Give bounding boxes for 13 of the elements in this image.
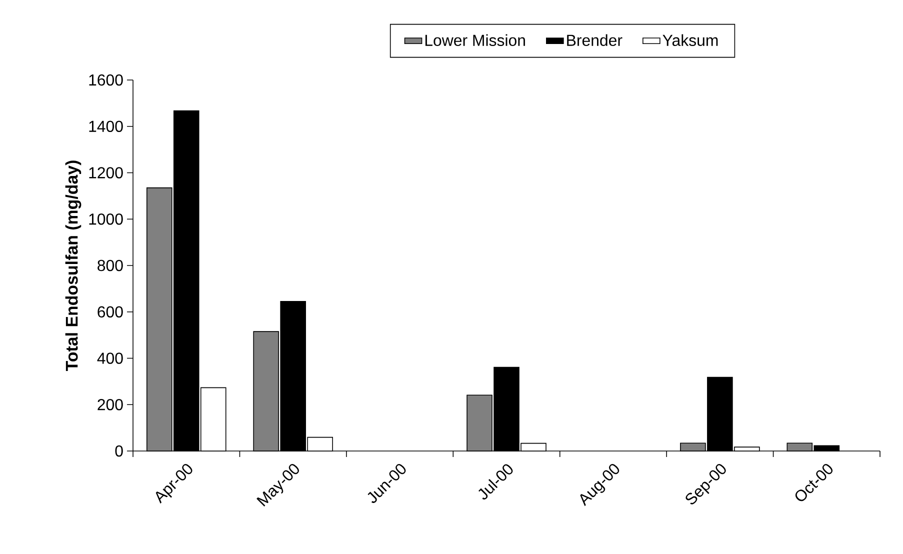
y-tick-label: 0 bbox=[115, 445, 123, 457]
y-tick-label: 200 bbox=[98, 398, 123, 410]
y-tick-label: 1000 bbox=[89, 213, 123, 225]
legend-label: Lower Mission bbox=[425, 34, 525, 46]
legend-label: Brender bbox=[567, 34, 622, 46]
y-tick-label: 1400 bbox=[89, 120, 123, 132]
y-axis-title: Total Endosulfan (mg/day) bbox=[65, 160, 82, 371]
legend-label: Yaksum bbox=[662, 34, 718, 46]
y-tick-label: 1600 bbox=[89, 74, 123, 86]
y-tick-label: 1200 bbox=[89, 167, 123, 178]
y-tick-label: 600 bbox=[98, 306, 123, 318]
y-tick-label: 400 bbox=[97, 352, 123, 364]
y-tick-label: 800 bbox=[98, 260, 123, 272]
